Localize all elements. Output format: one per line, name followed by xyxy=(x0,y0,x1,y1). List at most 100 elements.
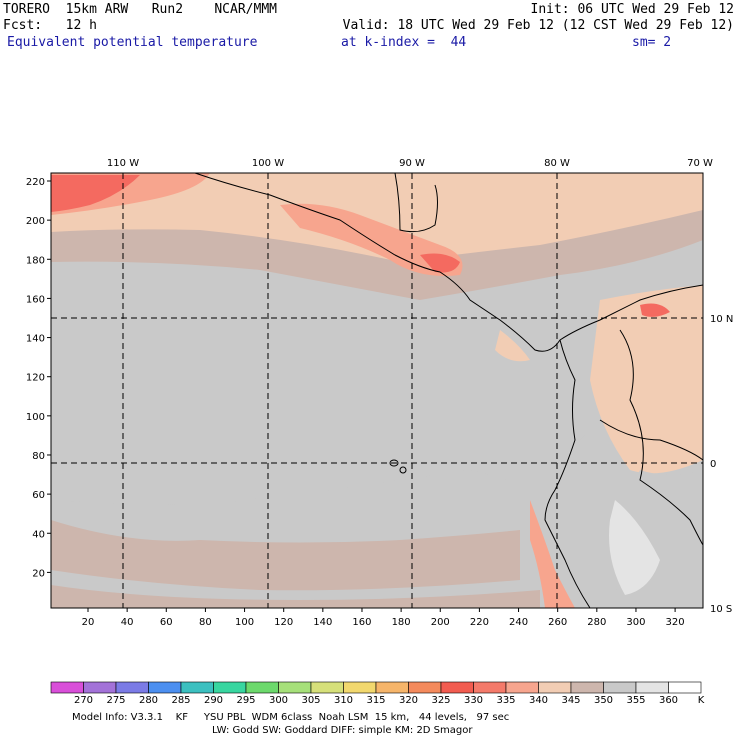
colorbar-swatch xyxy=(180,681,214,694)
y-tick-label: 20 xyxy=(32,568,45,579)
y-tick-label: 80 xyxy=(32,451,45,462)
model-info: Model Info: V3.3.1 KF YSU PBL WDM 6class… xyxy=(72,712,510,723)
field-title: Equivalent potential temperature xyxy=(7,35,258,50)
colorbar-swatch xyxy=(538,681,572,694)
colorbar-label: 270 xyxy=(73,695,94,706)
colorbar-swatch xyxy=(83,681,117,694)
x-tick-label: 260 xyxy=(548,617,567,628)
colorbar-label: 290 xyxy=(203,695,224,706)
x-tick-label: 100 xyxy=(235,617,254,628)
lat-label-10s: 10 S xyxy=(710,604,732,615)
colorbar-label: 275 xyxy=(106,695,126,706)
x-tick-label: 180 xyxy=(392,617,411,628)
coastline-yucatan xyxy=(394,172,438,233)
colorbar-swatch xyxy=(310,681,344,694)
colorbar xyxy=(50,681,702,694)
colorbar-unit: K xyxy=(697,695,705,706)
colorbar-label: 360 xyxy=(658,695,679,706)
colorbar-swatch xyxy=(278,681,312,694)
y-tick-label: 200 xyxy=(26,216,45,227)
colorbar-label: 280 xyxy=(138,695,159,706)
galapagos-islands xyxy=(389,459,407,474)
x-tick-label: 160 xyxy=(352,617,371,628)
lat-label-10n: 10 N xyxy=(710,314,733,325)
colorbar-label: 335 xyxy=(496,695,516,706)
header-forecast: Fcst: 12 h xyxy=(3,18,97,33)
colorbar-label: 330 xyxy=(463,695,484,706)
colorbar-swatch xyxy=(213,681,247,694)
lon-label-90w: 90 W xyxy=(399,158,425,169)
field-345-southern-edge xyxy=(51,585,540,608)
smoothing-label: sm= 2 xyxy=(632,35,672,50)
header-model: TORERO 15km ARW Run2 NCAR/MMM xyxy=(3,2,277,17)
colorbar-swatch xyxy=(408,681,442,694)
lon-label-110w: 110 W xyxy=(107,158,139,169)
field-330-northwest xyxy=(51,175,140,212)
field-330-guatemala xyxy=(420,253,460,273)
x-tick-label: 320 xyxy=(666,617,685,628)
header-valid: Valid: 18 UTC Wed 29 Feb 12 (12 CST Wed … xyxy=(342,18,734,33)
y-tick-label: 60 xyxy=(32,490,45,501)
lon-label-70w: 70 W xyxy=(687,158,713,169)
colorbar-swatch xyxy=(115,681,149,694)
x-tick-label: 140 xyxy=(313,617,332,628)
x-axis: 20 40 60 80 100 120 140 160 180 200 220 240 260 280 30… xyxy=(82,608,685,628)
y-tick-label: 160 xyxy=(26,294,45,305)
x-tick-label: 280 xyxy=(587,617,606,628)
y-tick-label: 220 xyxy=(26,177,45,188)
x-tick-label: 240 xyxy=(509,617,528,628)
x-tick-label: 200 xyxy=(431,617,450,628)
lon-label-100w: 100 W xyxy=(252,158,284,169)
y-tick-label: 120 xyxy=(26,373,45,384)
colorbar-label: 345 xyxy=(561,695,581,706)
right-latitude-labels: 10 N 0 10 S xyxy=(710,314,733,615)
field-340-panama xyxy=(495,330,530,362)
colorbar-swatch xyxy=(505,681,539,694)
colorbar-swatch xyxy=(668,681,702,694)
x-tick-label: 220 xyxy=(470,617,489,628)
coastline-south-america xyxy=(544,339,591,609)
x-tick-label: 80 xyxy=(199,617,212,628)
colorbar-label: 285 xyxy=(171,695,191,706)
colorbar-swatch xyxy=(570,681,604,694)
x-tick-label: 300 xyxy=(626,617,645,628)
y-tick-label: 40 xyxy=(32,529,45,540)
x-tick-label: 60 xyxy=(160,617,173,628)
border-colombia-peru xyxy=(599,419,704,461)
field-355-andes xyxy=(609,500,660,595)
colorbar-swatch xyxy=(603,681,637,694)
field-340-north xyxy=(51,173,703,262)
temperature-field xyxy=(51,173,703,608)
y-axis: 220 200 180 160 140 120 100 80 60 40 20 xyxy=(26,177,51,579)
field-330-venezuela xyxy=(640,303,670,317)
colorbar-swatch xyxy=(635,681,669,694)
y-tick-label: 140 xyxy=(26,334,45,345)
colorbar-label: 325 xyxy=(431,695,451,706)
x-tick-label: 120 xyxy=(274,617,293,628)
x-tick-label: 40 xyxy=(121,617,134,628)
colorbar-label: 310 xyxy=(333,695,354,706)
lat-lon-grid xyxy=(51,173,703,608)
y-tick-label: 100 xyxy=(26,412,45,423)
x-tick-label: 20 xyxy=(82,617,95,628)
y-tick-label: 180 xyxy=(26,255,45,266)
physics-info: LW: Godd SW: Goddard DIFF: simple KM: 2D… xyxy=(212,725,473,736)
colorbar-label: 300 xyxy=(268,695,289,706)
top-longitude-labels: 110 W 100 W 90 W 80 W 70 W xyxy=(107,158,713,169)
lon-label-80w: 80 W xyxy=(544,158,570,169)
colorbar-swatch xyxy=(245,681,279,694)
colorbar-label: 355 xyxy=(626,695,646,706)
colorbar-swatch xyxy=(50,681,84,694)
lat-label-equator: 0 xyxy=(710,459,716,470)
border-andes xyxy=(619,329,704,546)
colorbar-swatch xyxy=(148,681,182,694)
header-init: Init: 06 UTC Wed 29 Feb 12 xyxy=(530,2,735,17)
colorbar-label: 350 xyxy=(593,695,614,706)
field-335-peru-coast xyxy=(530,500,575,608)
colorbar-swatch xyxy=(343,681,377,694)
colorbar-label: 315 xyxy=(366,695,386,706)
level-label: at k-index = 44 xyxy=(341,35,467,50)
colorbar-swatch xyxy=(473,681,507,694)
colorbar-swatch xyxy=(440,681,474,694)
